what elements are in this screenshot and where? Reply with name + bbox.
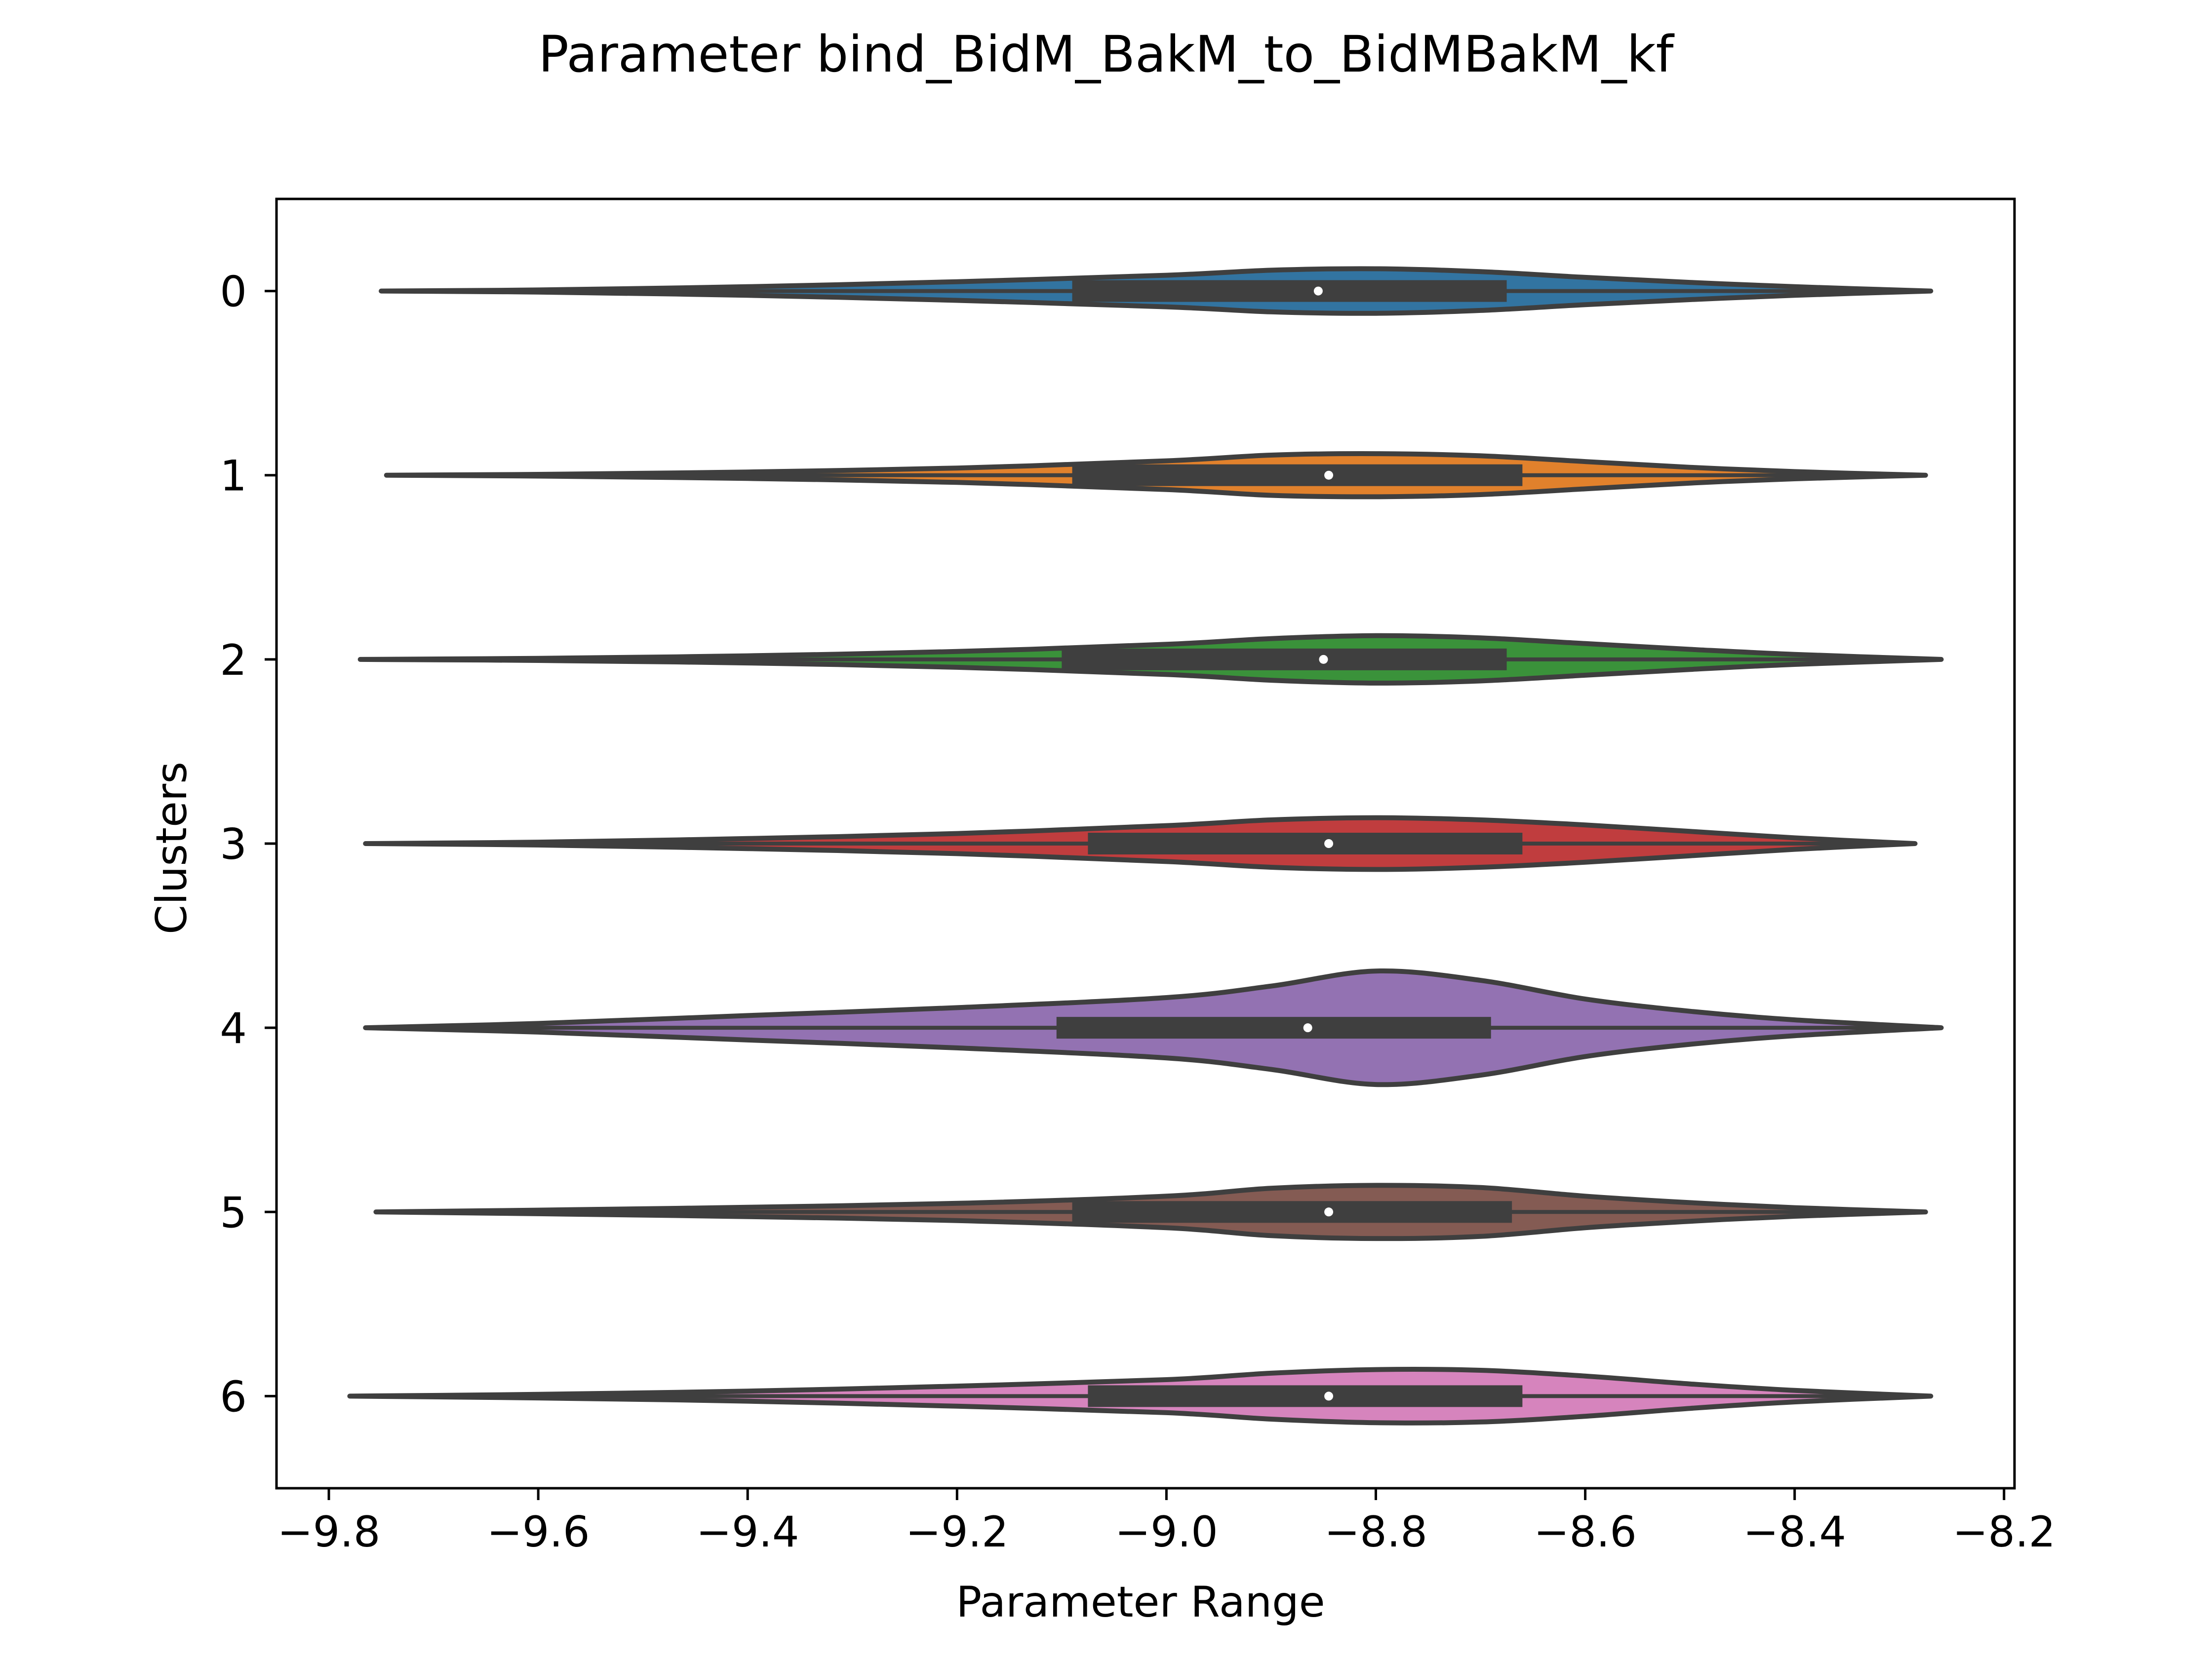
x-axis: −9.8 −9.6 −9.4 −9.2 −9.0 −8.8 −8.6 −8.4 −8.2 bbox=[277, 1488, 2055, 1557]
x-tick-label: −8.4 bbox=[1743, 1507, 1846, 1557]
x-tick-label: −8.8 bbox=[1324, 1507, 1427, 1557]
violin-median-6 bbox=[1324, 1391, 1334, 1401]
violin-group-3 bbox=[363, 815, 1918, 872]
violin-iqr-box-4 bbox=[1056, 1017, 1491, 1039]
violin-iqr-box-5 bbox=[1072, 1201, 1512, 1223]
x-tick-label: −9.2 bbox=[906, 1507, 1009, 1557]
x-tick-label: −9.0 bbox=[1115, 1507, 1218, 1557]
chart-title: Parameter bind_BidM_BakM_to_BidMBakM_kf bbox=[538, 25, 1674, 84]
violin-median-2 bbox=[1319, 655, 1328, 664]
y-tick-label: 5 bbox=[220, 1188, 247, 1237]
y-tick-label: 1 bbox=[220, 452, 247, 501]
y-tick-label: 0 bbox=[220, 268, 247, 317]
violin-median-1 bbox=[1324, 470, 1334, 480]
x-tick-label: −9.6 bbox=[487, 1507, 590, 1557]
y-axis-label: Clusters bbox=[147, 762, 197, 934]
violin-median-5 bbox=[1324, 1207, 1334, 1217]
x-tick-label: −8.6 bbox=[1534, 1507, 1637, 1557]
violin-group-0 bbox=[379, 266, 1934, 316]
violin-median-0 bbox=[1313, 286, 1323, 296]
y-tick-label: 2 bbox=[220, 636, 247, 685]
violin-iqr-box-3 bbox=[1088, 833, 1523, 854]
y-axis: 0 1 2 3 4 5 6 bbox=[220, 268, 276, 1422]
violins-layer bbox=[347, 266, 1944, 1426]
violin-iqr-box-2 bbox=[1062, 648, 1507, 670]
x-tick-label: −9.4 bbox=[696, 1507, 799, 1557]
violin-group-5 bbox=[373, 1183, 1928, 1241]
x-tick-label: −8.2 bbox=[1952, 1507, 2055, 1557]
violin-group-1 bbox=[384, 451, 1928, 500]
x-axis-label: Parameter Range bbox=[956, 1578, 1325, 1627]
violin-group-6 bbox=[347, 1367, 1934, 1426]
x-tick-label: −9.8 bbox=[277, 1507, 381, 1557]
violin-iqr-box-1 bbox=[1072, 464, 1523, 486]
y-tick-label: 4 bbox=[220, 1004, 247, 1053]
y-tick-label: 3 bbox=[220, 820, 247, 869]
violin-median-3 bbox=[1324, 839, 1334, 848]
violin-iqr-box-0 bbox=[1072, 280, 1507, 302]
violin-median-4 bbox=[1303, 1023, 1312, 1033]
violin-group-4 bbox=[363, 968, 1944, 1087]
violin-group-2 bbox=[357, 633, 1944, 686]
violin-iqr-box-6 bbox=[1088, 1385, 1523, 1407]
y-tick-label: 6 bbox=[220, 1372, 247, 1422]
